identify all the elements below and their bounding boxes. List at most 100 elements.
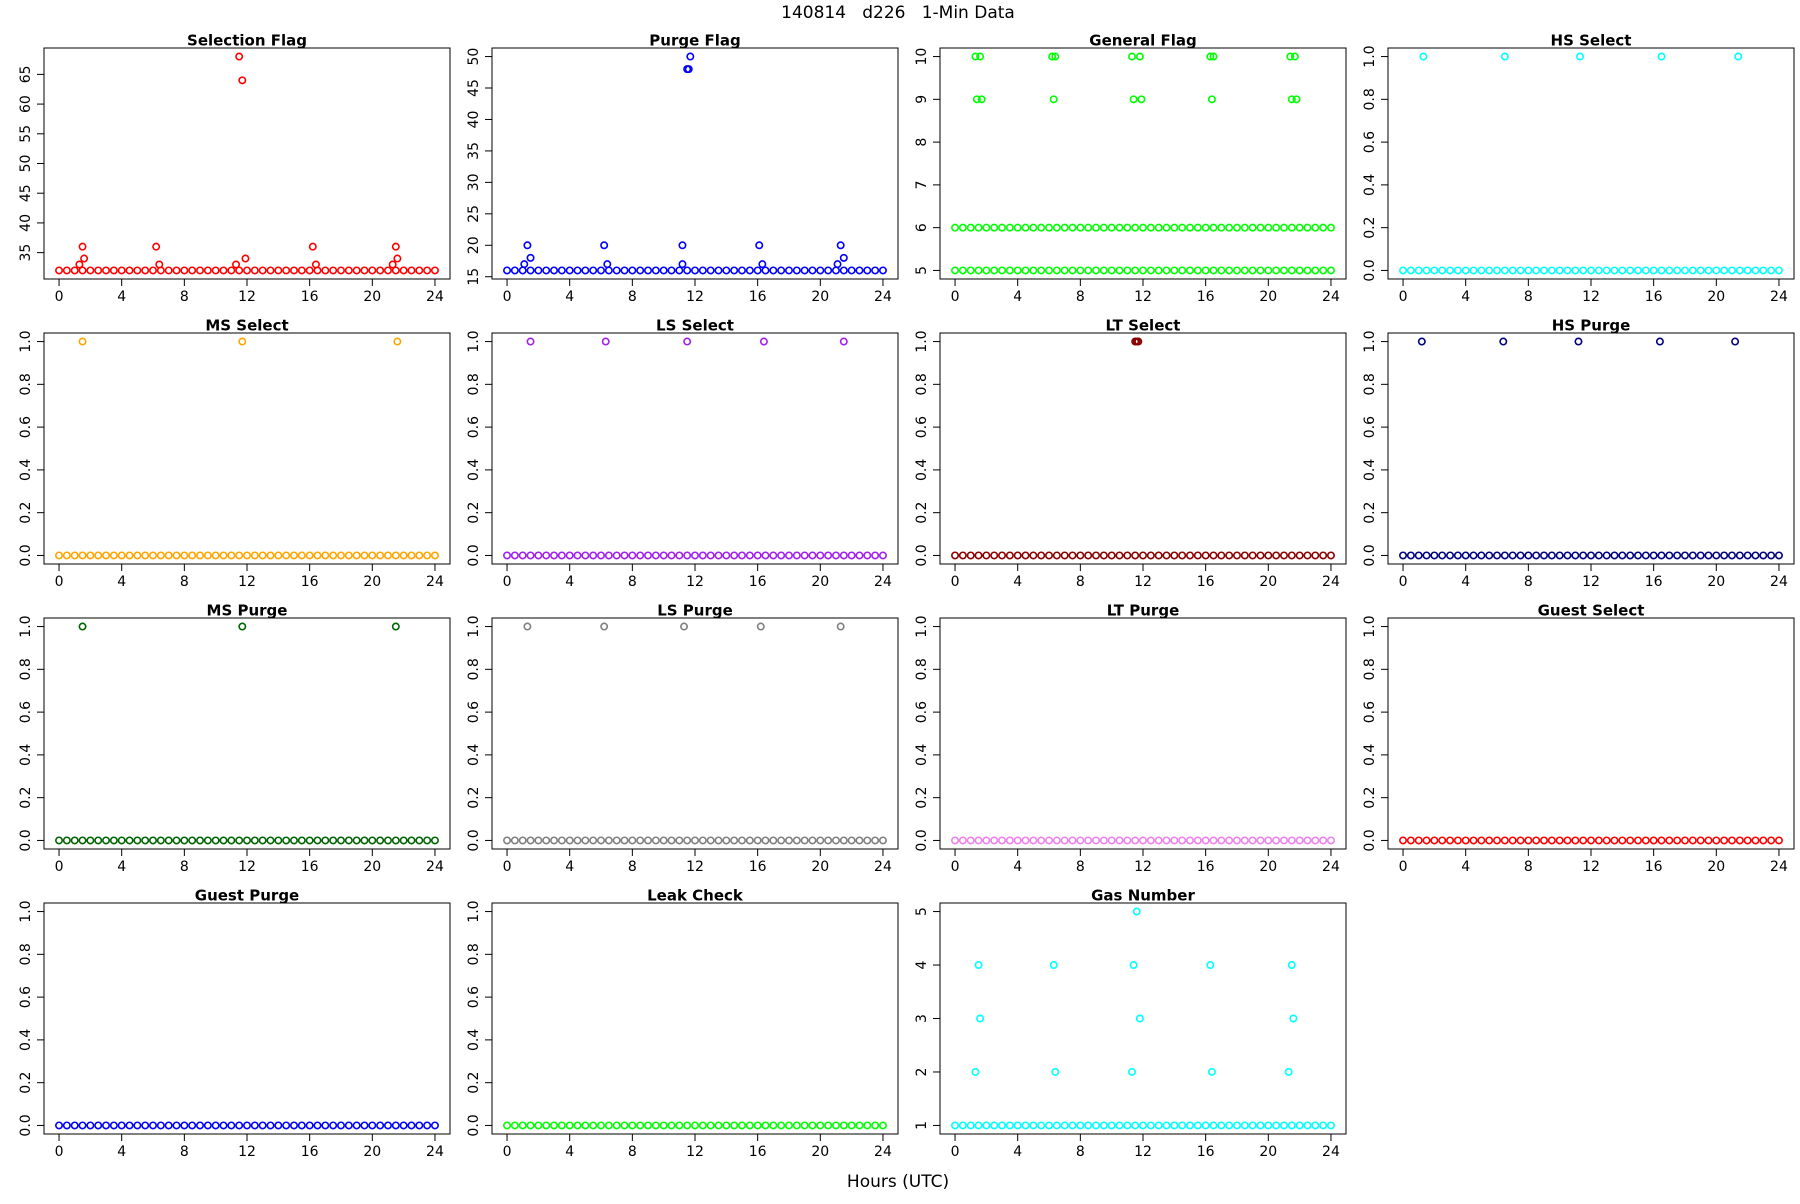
point — [1287, 95, 1296, 104]
point — [297, 1121, 306, 1130]
y-tick-label: 15 — [466, 268, 482, 286]
point — [1461, 836, 1470, 845]
point — [1272, 223, 1281, 232]
point — [1131, 551, 1140, 560]
point — [1115, 551, 1124, 560]
point — [1193, 266, 1202, 275]
y-tick-label: 0.6 — [1362, 701, 1378, 723]
point — [847, 266, 856, 275]
x-tick-label: 16 — [301, 574, 319, 590]
point — [266, 266, 275, 275]
y-tick-label: 1.0 — [1362, 330, 1378, 352]
point — [1068, 1121, 1077, 1130]
point — [1610, 836, 1619, 845]
point — [282, 1121, 291, 1130]
point — [714, 836, 723, 845]
x-tick-label: 8 — [180, 1144, 189, 1160]
y-tick-label: 0.6 — [466, 986, 482, 1008]
point — [792, 1121, 801, 1130]
point — [141, 1121, 150, 1130]
point — [706, 836, 715, 845]
point — [94, 1121, 103, 1130]
point — [1051, 52, 1060, 61]
point — [1123, 223, 1132, 232]
point — [1303, 1121, 1312, 1130]
point — [974, 266, 983, 275]
point — [1649, 266, 1658, 275]
point — [612, 836, 621, 845]
point — [1508, 266, 1517, 275]
point — [966, 1121, 975, 1130]
point — [1657, 551, 1666, 560]
point — [982, 1121, 991, 1130]
y-tick-label: 40 — [18, 214, 34, 232]
point — [55, 836, 64, 845]
point — [1422, 836, 1431, 845]
point — [219, 1121, 228, 1130]
point — [1547, 266, 1556, 275]
point — [368, 551, 377, 560]
point — [1303, 551, 1312, 560]
point — [1107, 1121, 1116, 1130]
panel-title: Purge Flag — [649, 32, 740, 50]
y-tick-label: 0.8 — [18, 943, 34, 965]
point — [1146, 836, 1155, 845]
point — [391, 551, 400, 560]
y-tick-label: 0.0 — [18, 829, 34, 851]
point — [133, 836, 142, 845]
point — [1446, 836, 1455, 845]
point — [1021, 551, 1030, 560]
point — [1649, 551, 1658, 560]
point — [289, 836, 298, 845]
point — [1735, 266, 1744, 275]
point — [219, 836, 228, 845]
point — [792, 266, 801, 275]
point — [152, 242, 161, 251]
point — [1060, 266, 1069, 275]
point — [982, 836, 991, 845]
x-tick-label: 0 — [55, 289, 64, 305]
point — [243, 266, 252, 275]
point — [769, 551, 778, 560]
point — [1319, 836, 1328, 845]
point — [250, 1121, 259, 1130]
point — [203, 1121, 212, 1130]
point — [1532, 836, 1541, 845]
point — [1500, 836, 1509, 845]
x-tick-label: 8 — [1524, 289, 1533, 305]
y-tick-label: 0.0 — [466, 829, 482, 851]
point — [659, 1121, 668, 1130]
point — [1712, 836, 1721, 845]
point — [1232, 551, 1241, 560]
point — [344, 836, 353, 845]
point — [581, 266, 590, 275]
point — [1696, 836, 1705, 845]
point — [1005, 1121, 1014, 1130]
y-tick-label: 5 — [914, 266, 930, 275]
point — [1680, 836, 1689, 845]
point — [1735, 836, 1744, 845]
point — [753, 551, 762, 560]
point — [737, 836, 746, 845]
point — [1704, 266, 1713, 275]
panel-title: Selection Flag — [187, 32, 307, 50]
point — [816, 551, 825, 560]
point — [1207, 1067, 1216, 1076]
x-tick-label: 16 — [301, 1144, 319, 1160]
point — [534, 266, 543, 275]
x-tick-label: 8 — [1076, 859, 1085, 875]
x-tick-label: 12 — [686, 1144, 704, 1160]
point — [297, 836, 306, 845]
point — [1131, 836, 1140, 845]
point — [1571, 836, 1580, 845]
point — [998, 836, 1007, 845]
point — [1712, 266, 1721, 275]
y-tick-label: 0.8 — [914, 373, 930, 395]
plot-frame — [939, 617, 1347, 850]
point — [329, 551, 338, 560]
point — [1326, 223, 1335, 232]
point — [164, 836, 173, 845]
y-tick-label: 0.6 — [1362, 131, 1378, 153]
x-tick-label: 12 — [238, 859, 256, 875]
point — [1137, 95, 1146, 104]
